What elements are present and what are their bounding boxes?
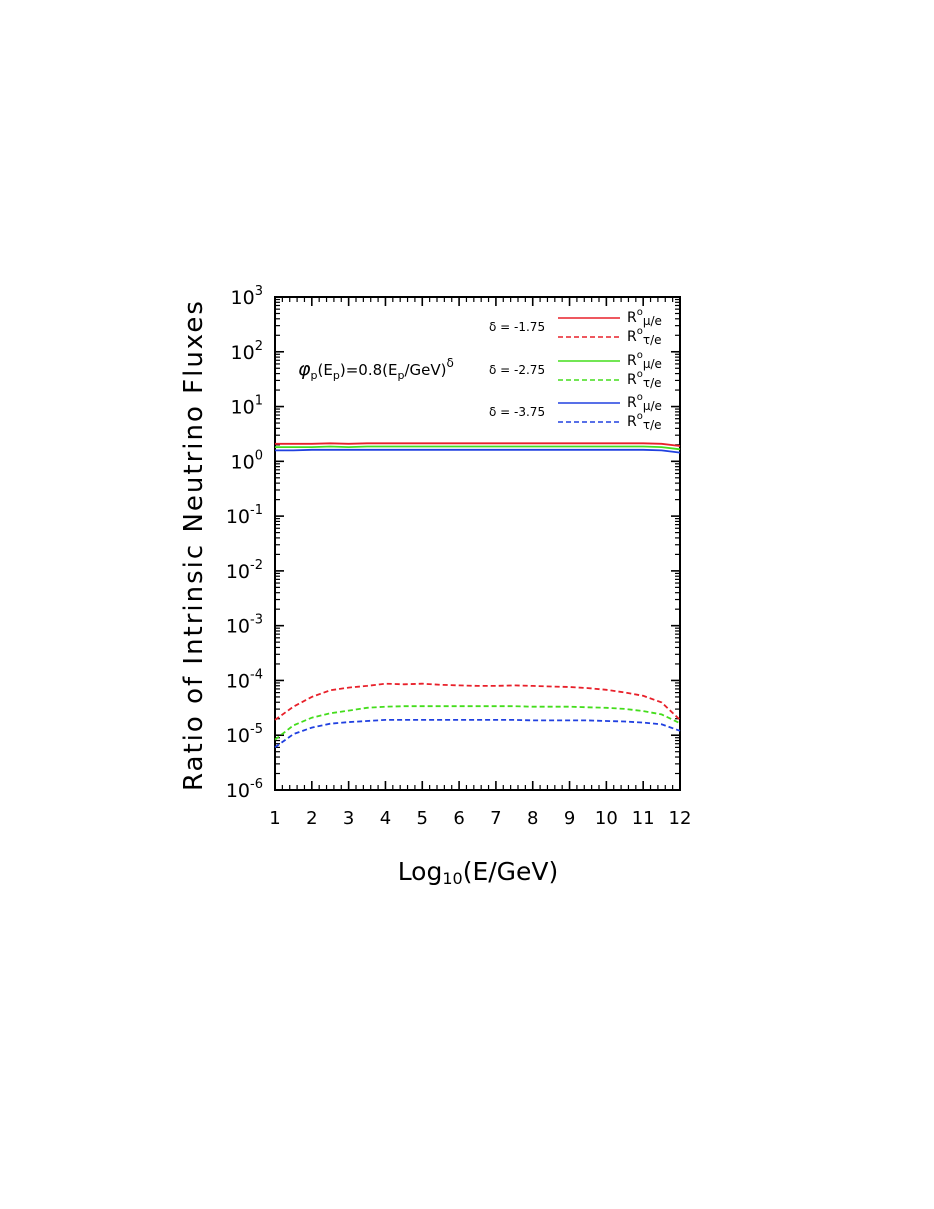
y-tick-label: 101	[231, 394, 263, 419]
y-tick-label: 10-6	[226, 777, 263, 802]
x-axis-label: Log10(E/GeV)	[398, 857, 559, 888]
y-tick-label: 100	[231, 448, 263, 473]
y-tick-label: 10-5	[226, 722, 263, 747]
legend-delta-3: δ = -3.75	[489, 405, 545, 419]
plot-frame	[274, 296, 681, 791]
flux-formula-annotation: φp(Ep)=0.8(Ep/GeV)δ	[298, 356, 454, 382]
series-6-dashed-line	[274, 719, 681, 749]
legend-label-mu-1: Roμ/e	[627, 307, 662, 328]
y-tick-label: 10-3	[226, 613, 263, 638]
y-tick-label: 10-1	[226, 503, 263, 528]
x-ticks: 1 2 3 4 5 6 7 8 9 10 11 12	[269, 297, 691, 829]
y-axis-label: Ratio of Intrinsic Neutrino Fluxes	[179, 299, 209, 791]
legend-label-tau-3: Roτ/e	[627, 411, 662, 432]
legend: δ = -1.75 Roμ/e Roτ/e δ = -2.75 Roμ/e Ro…	[489, 307, 662, 432]
x-tick-label: 10	[595, 808, 618, 829]
y-tick-label: 10-4	[226, 667, 263, 692]
legend-label-mu-2: Roμ/e	[627, 350, 662, 371]
x-tick-label: 6	[453, 808, 464, 829]
x-tick-label: 2	[306, 808, 317, 829]
legend-label-mu-3: Roμ/e	[627, 392, 662, 413]
series-4-dashed-line	[274, 682, 681, 721]
series-5-dashed-line	[274, 705, 681, 741]
x-tick-label: 8	[527, 808, 538, 829]
series-2-solid-line	[275, 445, 681, 451]
legend-group-3: δ = -3.75 Roμ/e Roτ/e	[489, 392, 662, 432]
x-tick-label: 4	[380, 808, 391, 829]
y-tick-label: 102	[231, 339, 263, 364]
series-3-solid-line	[275, 448, 681, 454]
legend-label-tau-2: Roτ/e	[627, 369, 662, 390]
legend-group-1: δ = -1.75 Roμ/e Roτ/e	[489, 307, 662, 347]
x-tick-label: 1	[269, 808, 280, 829]
x-tick-label: 12	[669, 808, 692, 829]
legend-group-2: δ = -2.75 Roμ/e Roτ/e	[489, 350, 662, 390]
x-tick-label: 3	[343, 808, 354, 829]
curves	[274, 442, 681, 749]
x-tick-label: 9	[564, 808, 575, 829]
x-tick-label: 5	[417, 808, 428, 829]
y-tick-label: 103	[231, 284, 263, 309]
y-ticks: 10-6 10-5 10-4 10-3 10-2 10-1 100 101 102 103	[226, 284, 680, 802]
y-tick-label: 10-2	[226, 558, 263, 583]
series-1-solid-line	[275, 442, 681, 447]
x-tick-label: 11	[632, 808, 655, 829]
legend-delta-2: δ = -2.75	[489, 363, 545, 377]
x-tick-label: 7	[490, 808, 501, 829]
legend-delta-1: δ = -1.75	[489, 320, 545, 334]
legend-label-tau-1: Roτ/e	[627, 326, 662, 347]
